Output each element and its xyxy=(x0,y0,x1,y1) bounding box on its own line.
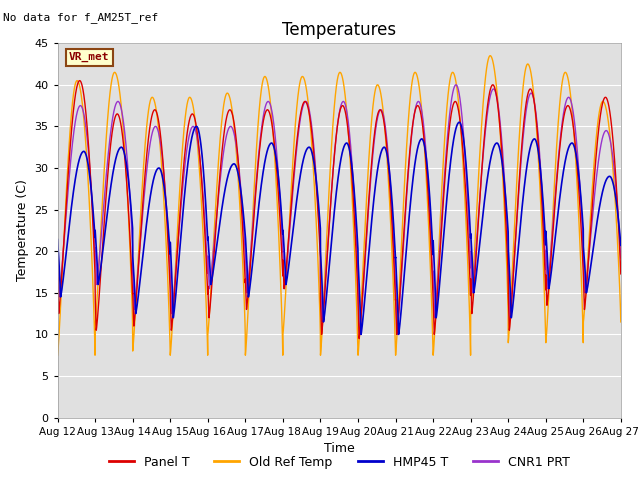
Text: VR_met: VR_met xyxy=(69,52,109,62)
Old Ref Temp xyxy=(587,205,595,211)
Panel T xyxy=(121,158,129,164)
Panel T xyxy=(76,78,83,84)
Old Ref Temp xyxy=(121,150,129,156)
CNR1 PRT xyxy=(563,98,570,104)
Line: HMP45 T: HMP45 T xyxy=(58,122,621,335)
Panel T xyxy=(588,219,595,225)
Panel T xyxy=(565,104,573,109)
Panel T xyxy=(54,275,61,281)
Line: Panel T: Panel T xyxy=(58,81,621,338)
Old Ref Temp xyxy=(563,70,570,76)
HMP45 T xyxy=(563,153,570,158)
HMP45 T xyxy=(565,144,573,150)
Title: Temperatures: Temperatures xyxy=(282,21,396,39)
Old Ref Temp xyxy=(54,352,61,358)
Line: Old Ref Temp: Old Ref Temp xyxy=(58,56,621,355)
HMP45 T xyxy=(588,261,595,266)
CNR1 PRT xyxy=(565,95,573,100)
Y-axis label: Temperature (C): Temperature (C) xyxy=(16,180,29,281)
HMP45 T xyxy=(269,143,277,148)
Old Ref Temp xyxy=(269,133,277,139)
HMP45 T xyxy=(456,120,463,125)
CNR1 PRT xyxy=(406,148,414,154)
HMP45 T xyxy=(357,332,365,337)
HMP45 T xyxy=(406,204,414,209)
Panel T xyxy=(355,336,363,341)
CNR1 PRT xyxy=(121,132,129,138)
Old Ref Temp xyxy=(565,80,573,86)
Text: No data for f_AM25T_ref: No data for f_AM25T_ref xyxy=(3,12,159,23)
Panel T xyxy=(563,104,570,110)
Panel T xyxy=(617,271,625,277)
Legend: Panel T, Old Ref Temp, HMP45 T, CNR1 PRT: Panel T, Old Ref Temp, HMP45 T, CNR1 PRT xyxy=(104,451,575,474)
Old Ref Temp xyxy=(406,97,414,103)
HMP45 T xyxy=(54,237,61,242)
CNR1 PRT xyxy=(356,332,364,337)
CNR1 PRT xyxy=(54,256,61,262)
CNR1 PRT xyxy=(617,255,625,261)
CNR1 PRT xyxy=(452,82,460,88)
CNR1 PRT xyxy=(588,228,595,234)
HMP45 T xyxy=(121,153,129,158)
X-axis label: Time: Time xyxy=(324,442,355,455)
Line: CNR1 PRT: CNR1 PRT xyxy=(58,85,621,335)
Old Ref Temp xyxy=(617,319,625,325)
Old Ref Temp xyxy=(486,53,494,59)
Panel T xyxy=(406,144,414,149)
CNR1 PRT xyxy=(269,117,277,123)
Panel T xyxy=(269,132,277,138)
HMP45 T xyxy=(617,242,625,248)
